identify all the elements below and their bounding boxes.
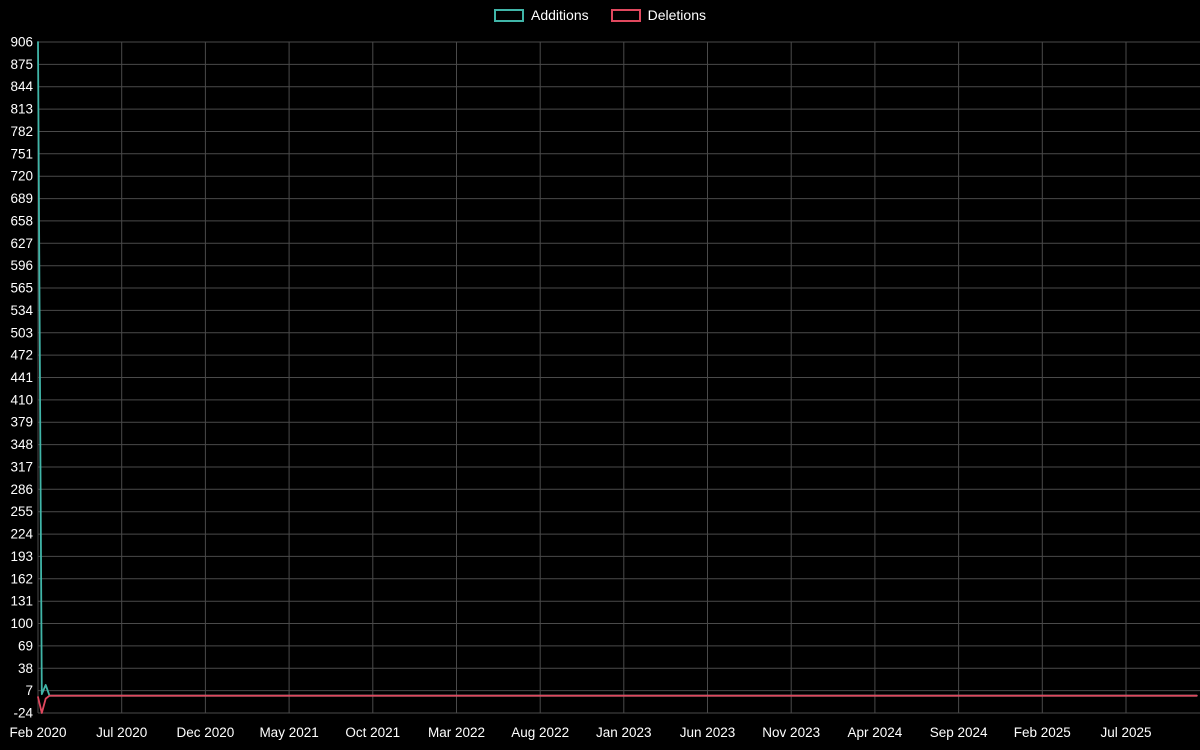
y-axis-tick-label: 410 xyxy=(10,392,33,407)
deletions-swatch-icon xyxy=(610,8,641,22)
x-axis-tick-label: Aug 2022 xyxy=(511,725,569,740)
y-axis-tick-label: 472 xyxy=(10,348,33,363)
y-axis-tick-label: 720 xyxy=(10,169,33,184)
y-axis-tick-label: 131 xyxy=(10,594,33,609)
y-axis-tick-label: 193 xyxy=(10,549,33,564)
y-axis-tick-label: 224 xyxy=(10,527,33,542)
y-axis-tick-label: 7 xyxy=(25,683,33,698)
legend-item-deletions[interactable]: Deletions xyxy=(610,6,706,24)
additions-legend-label: Additions xyxy=(531,7,589,23)
y-axis-tick-label: 534 xyxy=(10,303,33,318)
y-axis-tick-label: 906 xyxy=(10,35,33,50)
x-axis-tick-label: Oct 2021 xyxy=(345,725,400,740)
x-axis-tick-label: Apr 2024 xyxy=(848,725,903,740)
x-axis-tick-label: Jul 2025 xyxy=(1100,725,1151,740)
y-axis-tick-label: 38 xyxy=(18,661,33,676)
legend-item-additions[interactable]: Additions xyxy=(494,6,589,24)
x-axis-tick-label: Feb 2025 xyxy=(1014,725,1071,740)
y-axis-tick-label: 596 xyxy=(10,258,33,273)
y-axis-tick-label: 286 xyxy=(10,482,33,497)
y-axis-tick-label: 441 xyxy=(10,370,33,385)
deletions-line xyxy=(37,694,1198,714)
deletions-legend-label: Deletions xyxy=(647,7,706,23)
x-axis-tick-label: Mar 2022 xyxy=(428,725,485,740)
y-axis-tick-label: 565 xyxy=(10,281,33,296)
x-axis-tick-label: May 2021 xyxy=(259,725,318,740)
y-axis-tick-label: 875 xyxy=(10,57,33,72)
y-axis-tick-label: 255 xyxy=(10,504,33,519)
y-axis-tick-label: -24 xyxy=(13,706,33,721)
y-axis-tick-label: 813 xyxy=(10,102,33,117)
y-axis-tick-label: 658 xyxy=(10,213,33,228)
y-axis-tick-label: 100 xyxy=(10,616,33,631)
y-axis-tick-label: 69 xyxy=(18,638,33,653)
x-axis-tick-label: Jul 2020 xyxy=(96,725,147,740)
additions-swatch-icon xyxy=(494,8,525,22)
y-axis-tick-label: 751 xyxy=(10,146,33,161)
x-axis-tick-label: Jun 2023 xyxy=(680,725,736,740)
y-axis-tick-label: 162 xyxy=(10,571,33,586)
y-axis-tick-label: 503 xyxy=(10,325,33,340)
chart-legend: Additions Deletions xyxy=(0,6,1200,24)
additions-line xyxy=(37,41,1198,697)
y-axis-tick-label: 844 xyxy=(10,79,33,94)
y-axis-tick-label: 627 xyxy=(10,236,33,251)
y-axis-tick-label: 348 xyxy=(10,437,33,452)
x-axis-tick-label: Feb 2020 xyxy=(9,725,66,740)
x-axis-tick-label: Dec 2020 xyxy=(177,725,235,740)
x-axis-tick-label: Nov 2023 xyxy=(762,725,820,740)
y-axis-tick-label: 782 xyxy=(10,124,33,139)
x-axis-tick-label: Sep 2024 xyxy=(930,725,988,740)
x-axis-tick-label: Jan 2023 xyxy=(596,725,652,740)
y-axis-tick-label: 379 xyxy=(10,415,33,430)
y-axis-tick-label: 317 xyxy=(10,460,33,475)
y-axis-tick-label: 689 xyxy=(10,191,33,206)
